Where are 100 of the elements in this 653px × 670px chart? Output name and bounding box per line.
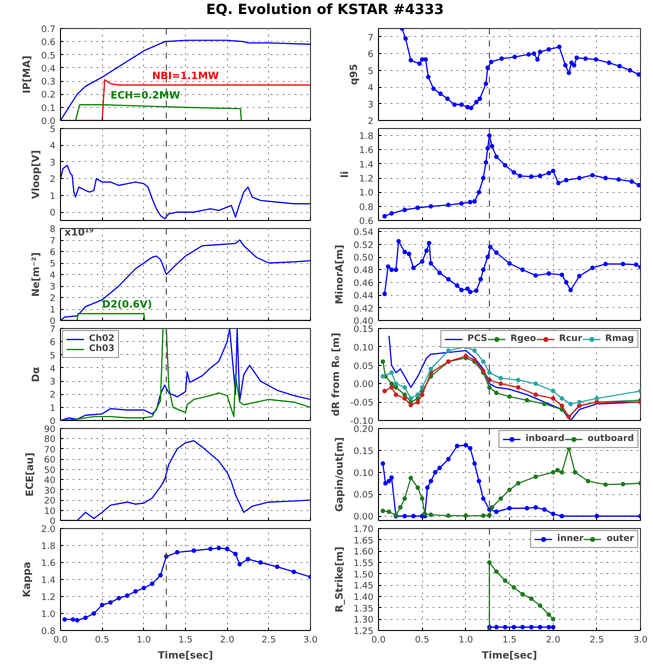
x-tick-label: 3.0: [303, 636, 318, 646]
y-tick-label: 0.10: [353, 468, 374, 479]
y-tick-label: 2: [50, 390, 56, 401]
y-tick-label: 0.6: [359, 217, 374, 227]
y-tick-label: 0.10: [353, 343, 374, 354]
annotation: ECH=0.2MW: [110, 90, 180, 102]
y-tick-label: 1.55: [353, 559, 374, 569]
y-tick-label: 0.46: [353, 278, 374, 289]
legend-label: Ch02: [89, 334, 115, 344]
y-tick-label: 1.2: [359, 174, 374, 185]
y-tick-label: 0.6: [41, 38, 56, 48]
y-tick-label: 0: [50, 317, 56, 327]
x-tick-label: 2.5: [262, 636, 276, 646]
y-axis-title: ECE[au]: [25, 452, 36, 497]
y-tick-label: 6: [368, 50, 374, 60]
y-tick-label: 5: [50, 260, 56, 270]
y-axis-title: Kappa: [22, 562, 34, 598]
y-tick-label: 0.05: [353, 362, 374, 372]
y-tick-label: 7: [368, 33, 374, 44]
y-tick-label: 1.4: [359, 160, 374, 170]
y-tick-label: 1.50: [353, 570, 374, 580]
x-axis-title: Time[sec]: [158, 650, 214, 662]
y-tick-label: 2.0: [41, 525, 56, 535]
legend-label: inboard: [525, 434, 565, 444]
y-tick-label: 0.48: [353, 266, 374, 276]
y-tick-label: 0.44: [353, 292, 374, 302]
annotation: NBI=1.1MW: [152, 71, 219, 82]
y-tick-label: 5: [50, 125, 56, 135]
y-tick-label: 0.1: [41, 104, 56, 114]
y-tick-label: 1.8: [41, 542, 56, 552]
y-axis-title: dR from R₀ [m]: [331, 332, 342, 416]
y-tick-label: 1.2: [41, 593, 56, 603]
y-tick-label: 0.00: [353, 380, 374, 390]
legend-label: Rcur: [559, 334, 582, 344]
y-axis-title: R_Strike[m]: [334, 546, 346, 612]
y-tick-label: 4: [50, 364, 56, 374]
y-tick-label: 1: [50, 306, 56, 316]
x-tick-label: 0.5: [415, 636, 430, 646]
y-axis-title: Dα: [30, 366, 42, 382]
y-tick-label: 7: [50, 236, 56, 246]
y-tick-label: 0.8: [41, 627, 56, 637]
y-tick-label: 2: [368, 117, 374, 127]
legend-label: inner: [557, 534, 584, 544]
y-tick-label: 0.40: [353, 317, 374, 327]
legend-label: outboard: [588, 434, 634, 444]
y-tick-label: 10: [44, 506, 56, 517]
annotation: D2(0.6V): [102, 300, 152, 311]
y-tick-label: 1.6: [41, 559, 56, 569]
y-tick-label: 1.35: [353, 604, 374, 614]
y-tick-label: 0.00: [353, 512, 374, 523]
y-tick-label: 3: [50, 378, 56, 388]
x-tick-label: 2.5: [590, 636, 604, 646]
y-tick-label: 2: [50, 175, 56, 186]
y-tick-label: 1.6: [359, 146, 374, 156]
y-axis-title: IP[MA]: [22, 56, 34, 94]
y-tick-label: 1.25: [353, 627, 374, 637]
y-tick-label: 1.65: [353, 536, 374, 546]
y-tick-label: 0.0: [41, 117, 56, 127]
y-tick-label: 0.50: [353, 254, 374, 264]
x-tick-label: 2.0: [546, 636, 561, 646]
legend-label: Ch03: [89, 344, 115, 354]
y-axis-title: MinorA[m]: [334, 244, 346, 304]
y-tick-label: 40: [44, 476, 56, 486]
y-tick-label: 3: [368, 100, 374, 110]
y-tick-label: 90: [44, 425, 56, 435]
y-tick-label: 0.05: [353, 490, 374, 501]
y-axis-title: Ne[m⁻²]: [30, 252, 42, 297]
y-tick-label: 50: [44, 466, 56, 476]
y-tick-label: 6: [50, 338, 56, 348]
y-tick-label: 7: [50, 325, 56, 335]
y-tick-label: 1.45: [353, 582, 374, 592]
y-tick-label: 1.40: [353, 593, 374, 603]
y-tick-label: 0.52: [353, 240, 374, 251]
y-axis-title: Vloop[V]: [30, 150, 42, 199]
y-tick-label: 4: [50, 142, 56, 152]
y-tick-label: 0.5: [41, 51, 56, 62]
x-tick-label: 1.0: [458, 636, 474, 646]
x-tick-label: 3.0: [633, 636, 648, 646]
y-tick-label: 20: [44, 496, 56, 507]
y-tick-label: 4: [50, 271, 56, 281]
y-tick-label: 6: [50, 248, 56, 258]
y-tick-label: 60: [44, 456, 56, 466]
y-axis-title: q95: [348, 64, 360, 86]
y-tick-label: 0.2: [41, 90, 56, 101]
y-tick-label: 8: [50, 225, 56, 235]
y-tick-label: 5: [368, 66, 374, 77]
y-tick-label: 0.4: [41, 64, 56, 74]
x-axis-title: Time[sec]: [482, 650, 538, 662]
y-tick-label: 0: [50, 517, 56, 527]
y-tick-label: 0.20: [353, 425, 374, 435]
y-tick-label: 1.70: [353, 525, 374, 535]
y-tick-label: 4: [368, 84, 374, 94]
y-tick-label: 1.4: [41, 576, 56, 586]
y-tick-label: 70: [44, 445, 56, 456]
y-tick-label: 0: [50, 417, 56, 427]
y-tick-label: 2: [50, 294, 56, 304]
y-tick-label: 1.0: [359, 188, 374, 199]
legend-label: outer: [606, 534, 634, 544]
y-tick-label: 1: [50, 404, 56, 414]
y-tick-label: 0.15: [353, 325, 374, 335]
